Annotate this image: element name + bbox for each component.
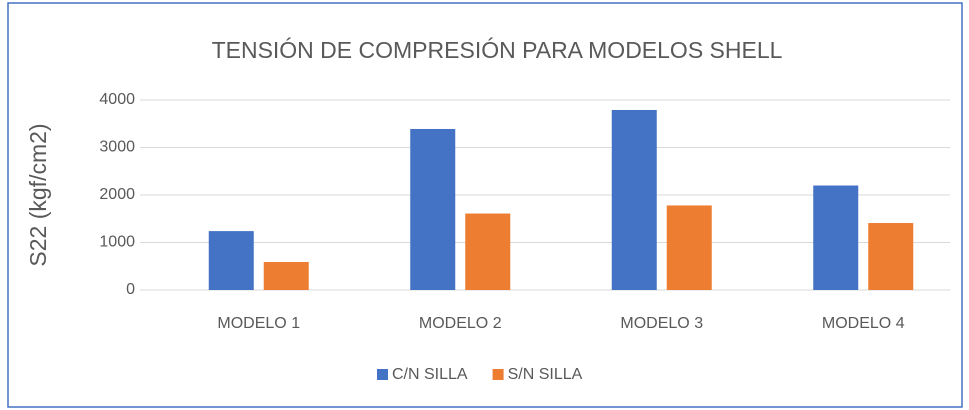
- y-tick-label: 1000: [99, 234, 135, 251]
- bar: [611, 109, 657, 290]
- legend-label: S/N SILLA: [508, 366, 583, 383]
- x-tick-label: MODELO 4: [822, 315, 905, 332]
- bar: [666, 205, 712, 290]
- x-tick-label: MODELO 3: [620, 315, 703, 332]
- legend-label: C/N SILLA: [392, 366, 468, 383]
- legend-swatch: [492, 369, 504, 380]
- bar: [410, 128, 456, 290]
- y-tick-label: 0: [126, 281, 135, 298]
- bar: [813, 185, 859, 290]
- bar: [868, 223, 914, 290]
- bar: [263, 261, 309, 290]
- y-tick-label: 2000: [99, 186, 135, 203]
- chart-title: TENSIÓN DE COMPRESIÓN PARA MODELOS SHELL: [212, 37, 783, 63]
- y-tick-label: 4000: [99, 91, 135, 108]
- x-tick-label: MODELO 2: [419, 315, 502, 332]
- y-tick-label: 3000: [99, 139, 135, 156]
- bar: [465, 213, 511, 290]
- legend-swatch: [377, 369, 388, 380]
- y-axis-label: S22 (kgf/cm2): [25, 123, 51, 266]
- x-tick-label: MODELO 1: [217, 315, 300, 332]
- chart-frame: [7, 2, 963, 408]
- bar: [208, 231, 254, 290]
